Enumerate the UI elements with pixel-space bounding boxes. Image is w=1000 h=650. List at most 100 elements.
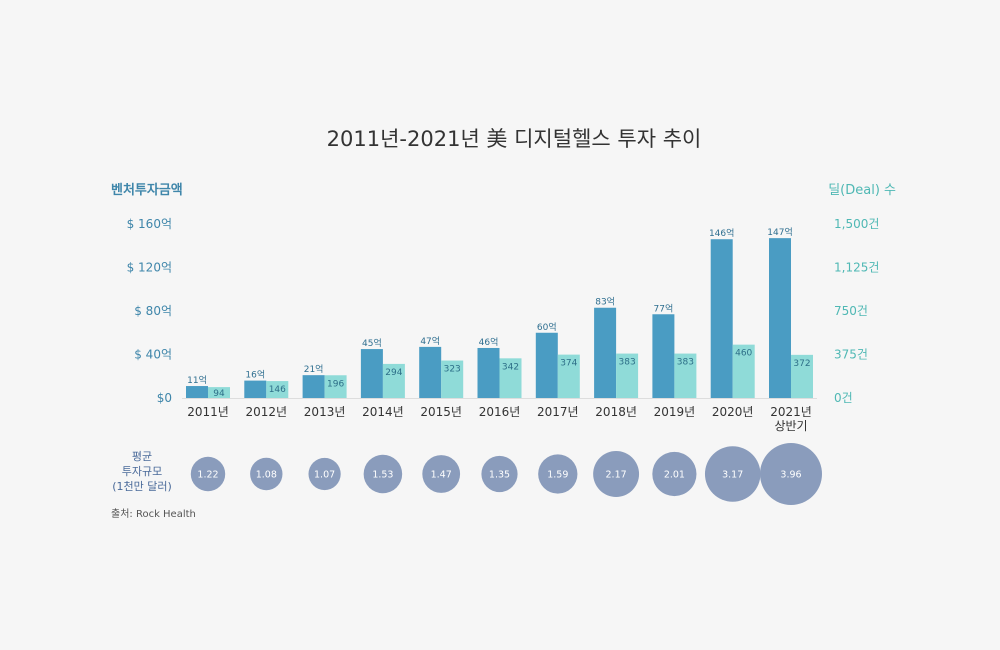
deal-bar bbox=[674, 353, 697, 398]
right-axis: 0건 375건 750건 1,125건 1,500건 bbox=[834, 217, 879, 405]
deal-bar-label: 383 bbox=[677, 358, 694, 368]
deal-bar bbox=[266, 381, 289, 398]
investment-bar-label: 60억 bbox=[537, 321, 557, 333]
investment-bar bbox=[535, 332, 558, 398]
deal-bar-label: 294 bbox=[385, 368, 402, 378]
left-tick-label: $ 120억 bbox=[127, 261, 172, 275]
deal-bar bbox=[441, 360, 464, 398]
deal-bar-label: 383 bbox=[619, 358, 636, 368]
right-tick-label: 1,500건 bbox=[834, 217, 879, 231]
investment-bar-label: 83억 bbox=[595, 296, 615, 308]
investment-bar bbox=[652, 314, 675, 398]
avg-size-label-line: 투자규모 bbox=[122, 465, 162, 478]
deal-bar bbox=[791, 354, 813, 398]
deal-bar-label: 146 bbox=[269, 385, 286, 395]
deal-bar bbox=[616, 353, 639, 398]
category-label: 2013년 bbox=[304, 405, 346, 419]
category-label: 2015년 bbox=[420, 405, 462, 419]
avg-bubble-label: 1.07 bbox=[314, 470, 335, 481]
avg-size-label-line: (1천만 달러) bbox=[112, 479, 172, 493]
left-tick-label: $ 160억 bbox=[127, 217, 172, 231]
category-label: 2014년 bbox=[362, 405, 404, 419]
investment-bar-label: 45억 bbox=[362, 337, 382, 349]
left-axis-title: 벤처투자금액 bbox=[111, 182, 183, 198]
avg-bubble bbox=[538, 454, 578, 494]
deal-bar bbox=[382, 363, 405, 398]
category-label: 2011년 bbox=[187, 405, 229, 419]
avg-bubble bbox=[250, 457, 283, 491]
deal-bar bbox=[499, 358, 522, 398]
bubbles-group: 1.22 1.08 1.07 1.53 1.47 1.35 1.59 2.17 2.01 3.17… bbox=[190, 443, 822, 505]
investment-bar-label: 11억 bbox=[187, 374, 207, 386]
category-label: 2017년 bbox=[537, 405, 579, 419]
right-tick-label: 1,125건 bbox=[834, 261, 879, 275]
avg-bubble bbox=[308, 457, 341, 491]
category-label: 2016년 bbox=[479, 405, 521, 419]
chart-title: 2011년-2021년 美 디지털헬스 투자 추이 bbox=[327, 127, 702, 151]
investment-bar bbox=[769, 238, 791, 398]
deal-bar bbox=[324, 375, 347, 398]
investment-bar-label: 21억 bbox=[304, 363, 324, 375]
avg-size-label-line: 평균 bbox=[132, 450, 152, 463]
right-axis-title: 딜(Deal) 수 bbox=[828, 183, 896, 198]
avg-bubble-label: 1.47 bbox=[431, 470, 452, 481]
investment-bar bbox=[594, 307, 617, 398]
right-tick-label: 0건 bbox=[834, 391, 853, 405]
category-label: 2021년 bbox=[770, 405, 812, 419]
avg-bubble-label: 1.53 bbox=[372, 470, 393, 481]
category-label: 2019년 bbox=[654, 405, 696, 419]
avg-bubble-label: 1.35 bbox=[489, 470, 510, 481]
right-tick-label: 750건 bbox=[834, 304, 868, 318]
avg-bubble-label: 1.59 bbox=[547, 470, 568, 481]
investment-bar bbox=[419, 346, 442, 398]
investment-bar-label: 146억 bbox=[709, 227, 734, 239]
left-tick-label: $ 40억 bbox=[134, 348, 172, 362]
deal-bar bbox=[557, 354, 580, 398]
investment-bar bbox=[302, 375, 325, 398]
avg-bubble bbox=[760, 443, 822, 505]
investment-bar bbox=[477, 347, 500, 398]
avg-bubble bbox=[190, 456, 226, 492]
avg-bubble-label: 2.17 bbox=[606, 470, 627, 481]
avg-bubble-label: 2.01 bbox=[664, 470, 685, 481]
deal-bar-label: 372 bbox=[793, 359, 810, 369]
investment-bar-label: 47억 bbox=[420, 335, 440, 347]
avg-bubble bbox=[363, 454, 403, 494]
deal-bar-label: 342 bbox=[502, 362, 519, 372]
investment-bar-label: 46억 bbox=[479, 336, 499, 348]
category-labels: 2011년 2012년 2013년 2014년 2015년 2016년 2017년 2018년… bbox=[187, 405, 812, 433]
avg-bubble-label: 1.22 bbox=[197, 470, 218, 481]
avg-bubble-label: 1.08 bbox=[256, 470, 277, 481]
avg-bubble bbox=[481, 455, 518, 493]
deal-bar bbox=[208, 387, 230, 398]
deal-bar-label: 374 bbox=[560, 359, 577, 369]
avg-bubble-label: 3.96 bbox=[780, 470, 801, 481]
investment-bar bbox=[244, 380, 267, 398]
investment-bar bbox=[186, 386, 208, 398]
avg-bubble-label: 3.17 bbox=[722, 470, 743, 481]
category-label: 2012년 bbox=[246, 405, 288, 419]
investment-bar-label: 77억 bbox=[654, 302, 674, 314]
deal-bar-label: 460 bbox=[735, 349, 752, 359]
category-label: 상반기 bbox=[774, 419, 807, 433]
left-axis: $0 $ 40억 $ 80억 $ 120억 $ 160억 bbox=[127, 217, 172, 405]
avg-bubble bbox=[422, 455, 461, 493]
category-label: 2020년 bbox=[712, 405, 754, 419]
avg-bubble bbox=[652, 451, 697, 497]
left-tick-label: $0 bbox=[157, 391, 172, 405]
source-note: 출처: Rock Health bbox=[111, 508, 196, 520]
category-label: 2018년 bbox=[595, 405, 637, 419]
investment-bar-label: 147억 bbox=[767, 226, 792, 238]
investment-bar-label: 16억 bbox=[245, 369, 265, 381]
deal-bar-label: 94 bbox=[213, 389, 225, 399]
deal-bar bbox=[732, 344, 755, 398]
deal-bar-label: 196 bbox=[327, 379, 344, 389]
right-tick-label: 375건 bbox=[834, 348, 868, 362]
avg-bubble bbox=[704, 446, 761, 502]
avg-bubble bbox=[593, 451, 640, 497]
investment-bar bbox=[710, 239, 733, 398]
